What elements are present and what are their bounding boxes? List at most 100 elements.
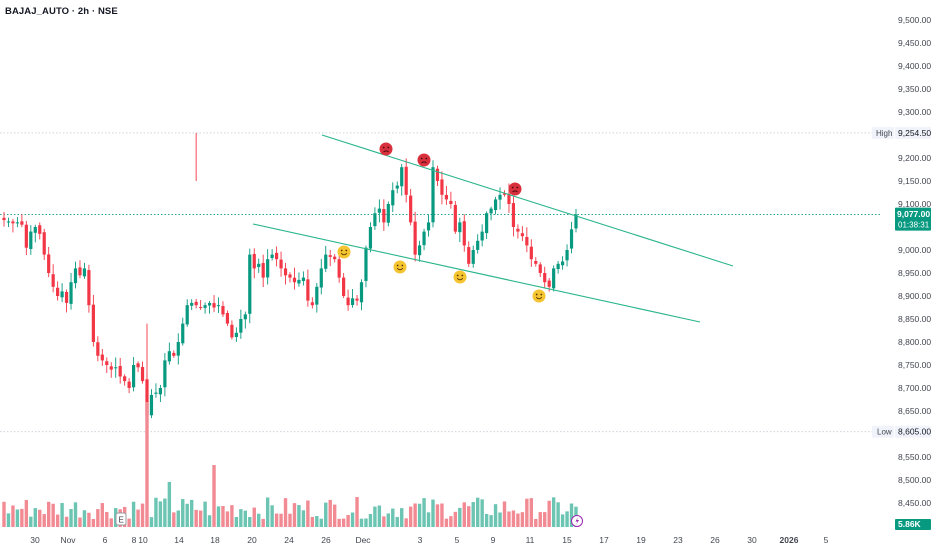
angry-face-icon[interactable]	[417, 153, 431, 167]
price-tick-label: 8,450.00	[898, 498, 931, 508]
price-tick-label: 9,150.00	[898, 176, 931, 186]
volume-bar	[328, 499, 332, 527]
time-tick-label: 2026	[780, 535, 799, 545]
candle-body	[176, 342, 180, 356]
time-tick-label: 18	[210, 535, 220, 545]
volume-bar	[431, 499, 435, 527]
volume-bar	[493, 504, 498, 527]
volume-bar	[453, 511, 458, 527]
volume-bar	[140, 503, 145, 527]
candle-body	[24, 224, 28, 248]
volume-bar	[38, 509, 42, 527]
volume-value: 5.86K	[898, 519, 922, 529]
volume-bar	[15, 509, 20, 527]
time-tick-label: 6	[103, 535, 108, 545]
candle-body	[11, 221, 15, 224]
candle-body	[261, 263, 265, 278]
candle-body	[301, 277, 306, 282]
candle-body	[163, 360, 167, 388]
candle-body	[315, 286, 319, 305]
candle-body	[391, 190, 395, 206]
candle-body	[413, 221, 417, 255]
time-tick-label: 26	[710, 535, 720, 545]
volume-bar	[234, 516, 239, 527]
volume-bar	[60, 502, 64, 527]
volume-bar	[283, 498, 288, 527]
price-tick-label: 9,000.00	[898, 245, 931, 255]
volume-bar	[511, 510, 516, 527]
candle-body	[78, 267, 82, 276]
candle-body	[458, 222, 462, 233]
volume-bar	[565, 511, 569, 527]
candle-body	[574, 214, 578, 229]
candle-body	[199, 307, 203, 309]
volume-bar	[87, 512, 91, 527]
volume-bar	[91, 518, 96, 527]
candle-body	[534, 260, 538, 264]
volume-bar	[350, 512, 355, 527]
volume-bar	[265, 497, 270, 527]
symbol-title[interactable]: BAJAJ_AUTO · 2h · NSE	[5, 6, 118, 17]
volume-bar	[346, 514, 350, 527]
volume-bar	[507, 511, 511, 527]
volume-bar	[301, 510, 306, 527]
price-tick-label: 9,500.00	[898, 15, 931, 25]
volume-bar	[341, 518, 346, 527]
volume-tag	[895, 519, 931, 530]
volume-bar	[426, 512, 431, 527]
time-tick-label: Dec	[355, 535, 371, 545]
volume-bar	[216, 506, 221, 527]
candle-body	[426, 222, 431, 231]
candle-body	[181, 323, 185, 344]
price-tick-label: 8,900.00	[898, 291, 931, 301]
volume-bar	[332, 504, 337, 527]
candle-body	[47, 254, 51, 273]
volume-bar	[194, 509, 198, 527]
candle-body	[569, 229, 574, 249]
smile-face-icon[interactable]	[532, 289, 546, 303]
low-label: Low	[877, 428, 892, 437]
trendline-lower	[252, 223, 701, 323]
volume-bar	[46, 501, 51, 527]
volume-bar	[243, 510, 248, 527]
candle-body	[337, 259, 341, 278]
candle-body	[310, 302, 314, 306]
candle-body	[105, 361, 109, 365]
volume-bar	[475, 497, 480, 527]
time-tick-label: 10	[138, 535, 148, 545]
volume-bar	[69, 509, 73, 527]
volume-bar	[306, 500, 310, 527]
volume-bar	[131, 501, 136, 527]
angry-face-icon[interactable]	[508, 182, 522, 196]
volume-bar	[127, 518, 131, 527]
candle-body	[279, 259, 283, 269]
candle-body	[377, 208, 381, 213]
smile-face-icon[interactable]	[337, 245, 351, 259]
volume-bar	[422, 498, 426, 527]
candle-body	[395, 185, 399, 189]
volume-bar	[252, 507, 256, 527]
volume-bar	[212, 465, 216, 527]
candle-body	[476, 240, 480, 250]
smile-face-icon[interactable]	[453, 270, 467, 284]
volume-bar	[297, 505, 301, 527]
volume-bar	[315, 516, 319, 527]
angry-face-icon[interactable]	[379, 142, 393, 156]
volume-bar	[261, 518, 265, 527]
candle-body	[38, 225, 42, 234]
volume-bar	[181, 499, 185, 527]
volume-bar	[100, 503, 105, 527]
volume-bar	[525, 498, 529, 527]
candle-body	[538, 264, 542, 273]
volume-bar	[274, 513, 279, 527]
volume-bar	[359, 518, 364, 527]
smile-face-icon[interactable]	[393, 260, 407, 274]
candle-body	[319, 268, 323, 288]
candle-body	[158, 388, 163, 395]
volume-bar	[337, 518, 341, 527]
candle-body	[239, 319, 243, 333]
candle-body	[20, 221, 24, 225]
time-tick-label: 17	[599, 535, 609, 545]
